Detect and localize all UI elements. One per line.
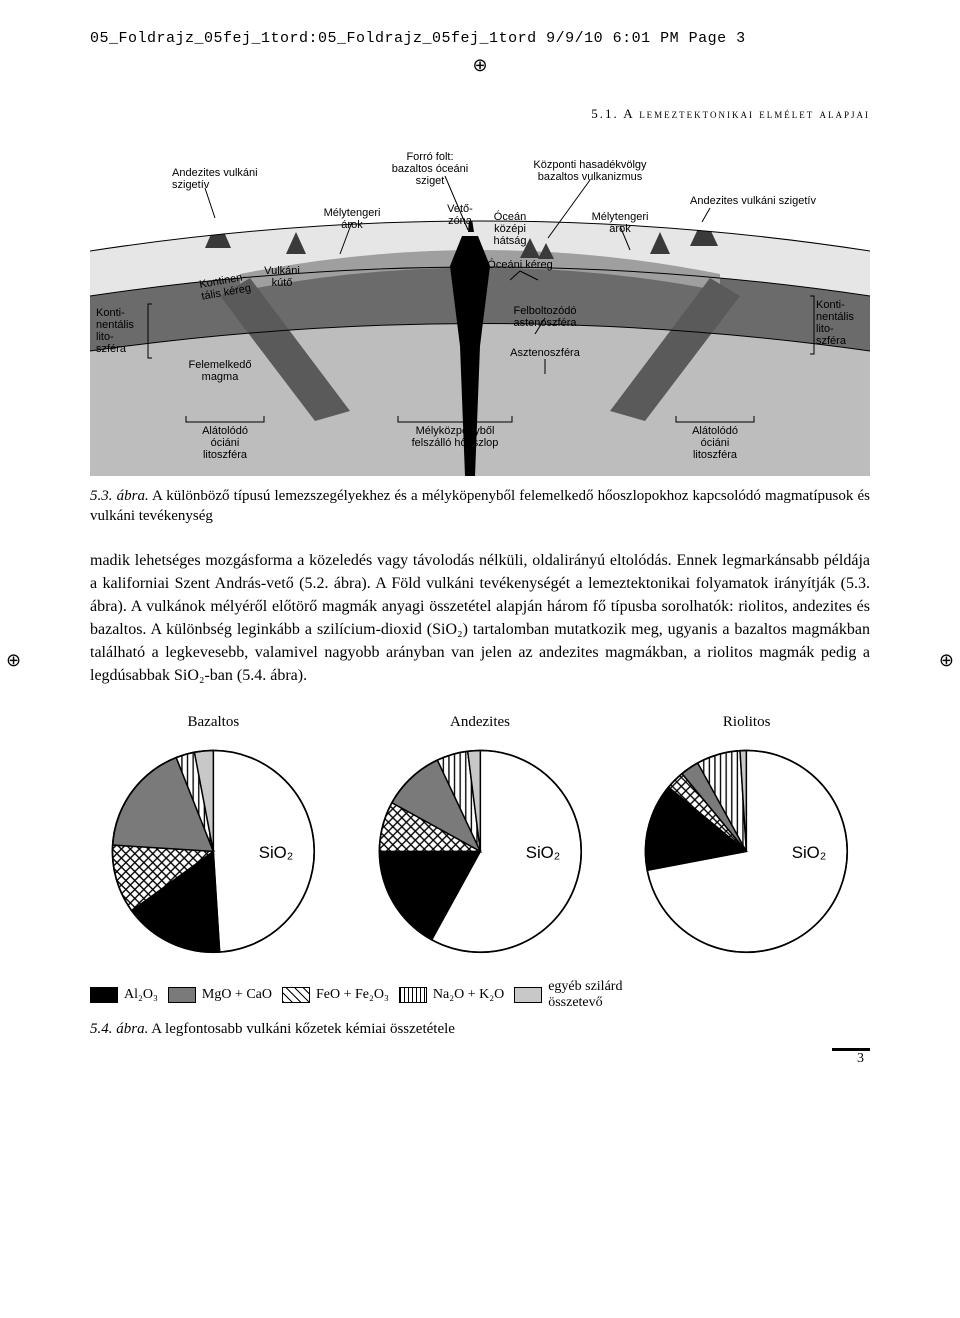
svg-text:Óceánközépihátság: Óceánközépihátság xyxy=(493,210,526,247)
legend-label: egyéb szilárd összetevő xyxy=(548,979,622,1011)
legend-swatch-Na2O_K2O xyxy=(399,987,427,1003)
svg-text:Mélyközpenybőlfelszálló hőoszl: Mélyközpenybőlfelszálló hőoszlop xyxy=(412,425,499,449)
pie-bazaltos: Bazaltos SiO₂ xyxy=(90,714,337,961)
pie-andezites: Andezites SiO₂ xyxy=(357,714,604,961)
crop-mark-left: ⊕ xyxy=(6,650,21,671)
figure-54-pie-row: Bazaltos SiO₂Andezites SiO₂Riolitos SiO₂ xyxy=(90,714,870,961)
pie-title: Andezites xyxy=(357,714,604,731)
legend-swatch-MgO_CaO xyxy=(168,987,196,1003)
figure-53-svg: Andezites vulkániszigetív Forró folt:baz… xyxy=(90,146,870,476)
pie-title: Riolitos xyxy=(623,714,870,731)
svg-text:SiO₂: SiO₂ xyxy=(792,843,827,862)
legend-label: Al₂O₃ xyxy=(124,987,158,1003)
legend-item-FeOx: FeO + Fe₂O₃ xyxy=(282,987,389,1003)
legend-swatch-FeOx xyxy=(282,987,310,1003)
legend-item-other: egyéb szilárd összetevő xyxy=(514,979,622,1011)
pie-riolitos: Riolitos SiO₂ xyxy=(623,714,870,961)
legend-label: Na₂O + K₂O xyxy=(433,987,504,1003)
figure-54-caption-number: 5.4. ábra. xyxy=(90,1021,148,1037)
chapter-heading: 5.1. A lemeztektonikai elmélet alapjai xyxy=(90,106,870,122)
svg-text:Központi hasadékvölgybazaltos: Központi hasadékvölgybazaltos vulkanizmu… xyxy=(533,159,647,183)
pie-title: Bazaltos xyxy=(90,714,337,731)
legend-label: MgO + CaO xyxy=(202,987,272,1003)
figure-54-legend: Al₂O₃ MgO + CaO FeO + Fe₂O₃ Na₂O + K₂O egyéb… xyxy=(90,979,870,1011)
legend-item-Al2O3: Al₂O₃ xyxy=(90,987,158,1003)
svg-text:Asztenoszféra: Asztenoszféra xyxy=(510,347,581,359)
svg-text:Felboltozódóastenoszféra: Felboltozódóastenoszféra xyxy=(514,305,578,329)
svg-text:Andezites vulkáni szigetív: Andezites vulkáni szigetív xyxy=(690,195,816,207)
figure-53-caption: 5.3. ábra. A különböző típusú lemezszegé… xyxy=(90,486,870,527)
legend-item-MgO_CaO: MgO + CaO xyxy=(168,987,272,1003)
svg-text:SiO₂: SiO₂ xyxy=(259,843,294,862)
crop-mark-right: ⊕ xyxy=(939,650,954,671)
legend-item-Na2O_K2O: Na₂O + K₂O xyxy=(399,987,504,1003)
figure-53-caption-number: 5.3. ábra. xyxy=(90,488,149,504)
page-number: 3 xyxy=(857,1051,864,1067)
svg-text:SiO₂: SiO₂ xyxy=(525,843,560,862)
svg-text:Vető-zóna: Vető-zóna xyxy=(447,203,473,227)
legend-swatch-Al2O3 xyxy=(90,987,118,1003)
page-edge-bar xyxy=(832,1048,870,1051)
body-paragraph: madik lehetséges mozgásforma a közeledés… xyxy=(90,549,870,688)
figure-54-caption-text: A legfontosabb vulkáni kőzetek kémiai ös… xyxy=(148,1021,455,1037)
figure-54-caption: 5.4. ábra. A legfontosabb vulkáni kőzete… xyxy=(90,1019,870,1039)
figure-53-caption-text: A különböző típusú lemezszegélyekhez és … xyxy=(90,488,870,524)
crop-mark-top: ⊕ xyxy=(90,55,870,76)
figure-53-tectonic-diagram: Andezites vulkániszigetív Forró folt:baz… xyxy=(90,146,870,476)
svg-text:Óceáni kéreg: Óceáni kéreg xyxy=(487,258,552,271)
legend-swatch-other xyxy=(514,987,542,1003)
print-job-header: 05_Foldrajz_05fej_1tord:05_Foldrajz_05fe… xyxy=(90,30,870,47)
legend-label: FeO + Fe₂O₃ xyxy=(316,987,389,1003)
